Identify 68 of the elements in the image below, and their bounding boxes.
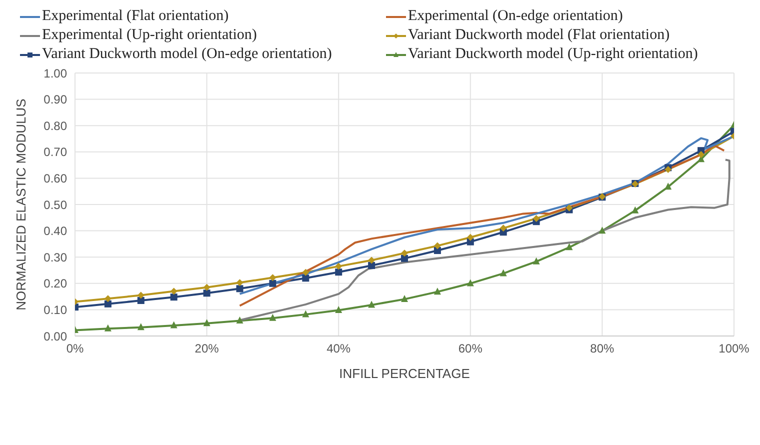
point xyxy=(269,280,276,287)
point xyxy=(137,323,144,330)
y-tick-label: 0.90 xyxy=(44,92,68,107)
point xyxy=(500,224,507,232)
point xyxy=(466,279,474,286)
point xyxy=(335,306,342,314)
y-tick-label: 0.40 xyxy=(44,224,68,238)
point xyxy=(170,294,178,301)
legend-label: Experimental (Flat orientation) xyxy=(42,8,229,25)
point xyxy=(302,274,310,282)
x-tick-label: 100% xyxy=(718,342,750,356)
point xyxy=(137,296,144,304)
legend-label: Variant Duckworth model (Flat orientation) xyxy=(408,27,670,44)
x-tick-label: 20% xyxy=(194,342,220,356)
point xyxy=(236,285,244,292)
point xyxy=(401,254,408,262)
x-tick-label: 60% xyxy=(458,342,483,356)
point xyxy=(170,288,178,295)
x-tick-label: 40% xyxy=(326,342,351,356)
point xyxy=(269,274,276,282)
point xyxy=(203,319,210,326)
legend-label: Variant Duckworth model (Up-right orientation) xyxy=(408,46,698,63)
point xyxy=(368,256,376,264)
point xyxy=(170,321,178,328)
point xyxy=(302,268,310,276)
y-tick-label: 0.60 xyxy=(44,171,68,186)
point xyxy=(532,257,540,264)
point xyxy=(203,290,210,297)
point xyxy=(104,295,112,302)
point xyxy=(335,262,342,270)
point xyxy=(236,279,244,286)
point xyxy=(104,324,112,332)
legend-label: Experimental (Up-right orientation) xyxy=(42,27,257,44)
point xyxy=(466,234,474,241)
y-tick-label: 0.30 xyxy=(44,250,68,264)
point xyxy=(566,243,573,250)
y-tick-label: 0.20 xyxy=(44,276,68,291)
point xyxy=(401,294,408,302)
point xyxy=(302,310,310,318)
point xyxy=(269,314,276,321)
x-axis-title: INFILL PERCENTAGE xyxy=(339,366,470,381)
point xyxy=(500,269,507,276)
point xyxy=(632,206,639,214)
legend-label: Variant Duckworth model (On-edge orientation) xyxy=(42,46,332,63)
legend-label: Experimental (On-edge orientation) xyxy=(408,8,623,25)
y-tick-label: 0.50 xyxy=(44,198,68,212)
point xyxy=(104,300,112,308)
x-tick-label: 0% xyxy=(66,342,84,356)
point xyxy=(598,226,606,234)
point xyxy=(401,250,408,257)
point xyxy=(236,316,244,324)
y-tick-label: 0.70 xyxy=(44,145,68,160)
point xyxy=(368,300,376,308)
point xyxy=(434,288,441,295)
point xyxy=(434,242,441,250)
y-tick-label: 1.00 xyxy=(44,66,68,80)
x-tick-label: 80% xyxy=(590,342,615,356)
y-axis-title: NORMALIZED ELASTIC MODULUS xyxy=(14,98,29,310)
y-tick-label: 0.80 xyxy=(44,118,68,133)
point xyxy=(203,284,210,291)
point xyxy=(335,268,342,276)
y-tick-label: 0.10 xyxy=(44,302,68,317)
point xyxy=(532,214,540,222)
point xyxy=(137,292,144,299)
point xyxy=(664,182,672,190)
point xyxy=(698,151,705,158)
y-tick-label: 0.00 xyxy=(44,329,68,344)
point xyxy=(368,262,376,270)
